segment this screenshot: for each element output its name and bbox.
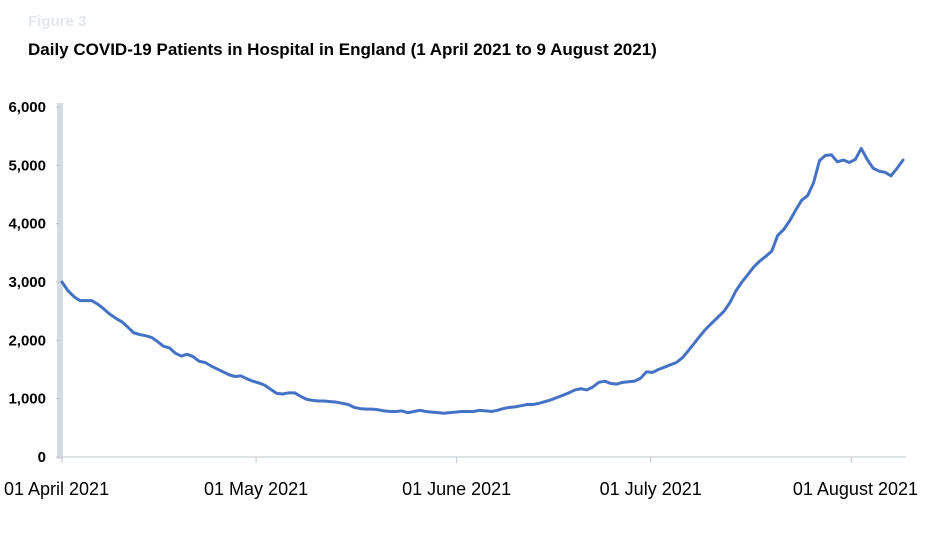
y-tick-label: 2,000 bbox=[8, 332, 46, 349]
figure-label: Figure 3 bbox=[28, 13, 87, 30]
y-axis-bar bbox=[57, 103, 63, 459]
x-axis-ticks: 01 April 2021 01 May 2021 01 June 2021 01 J… bbox=[4, 457, 918, 499]
series-line bbox=[60, 146, 905, 415]
y-tick-label: 4,000 bbox=[8, 216, 46, 233]
x-tick-label: 01 April 2021 bbox=[4, 479, 109, 499]
y-tick-label: 6,000 bbox=[8, 99, 46, 116]
x-tick-label: 01 June 2021 bbox=[402, 479, 511, 499]
chart-title: Daily COVID-19 Patients in Hospital in E… bbox=[28, 40, 657, 59]
y-tick-label: 3,000 bbox=[8, 274, 46, 291]
x-tick-label: 01 May 2021 bbox=[204, 479, 308, 499]
y-tick-label: 1,000 bbox=[8, 391, 46, 408]
y-axis-ticks: 0 1,000 2,000 3,000 4,000 5,000 6,000 bbox=[8, 99, 60, 466]
y-tick-label: 0 bbox=[38, 449, 46, 466]
y-tick-label: 5,000 bbox=[8, 157, 46, 174]
x-tick-label: 01 July 2021 bbox=[600, 479, 702, 499]
x-tick-label: 01 August 2021 bbox=[793, 479, 918, 499]
